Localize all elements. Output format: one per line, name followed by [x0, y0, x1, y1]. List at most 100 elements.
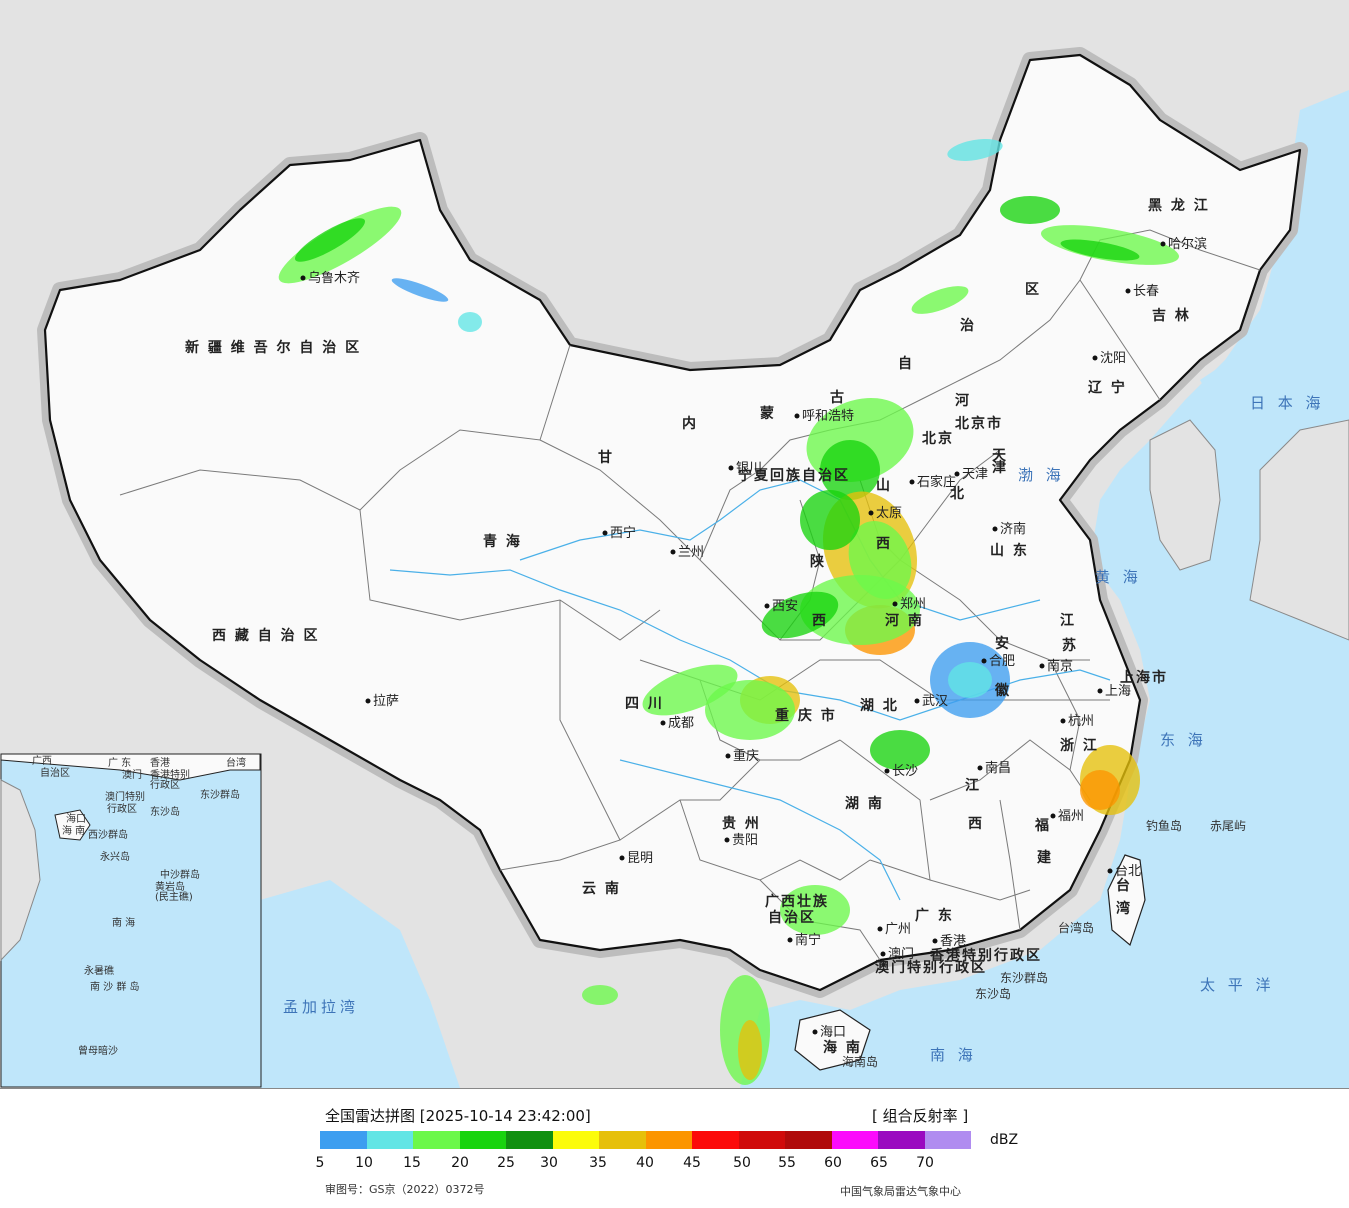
province-label: 山 东 [990, 542, 1029, 559]
city-marker [932, 938, 938, 944]
inset-label: 澳门 [122, 768, 142, 781]
city-label: 南京 [1047, 658, 1073, 674]
inset-label: 永暑礁 [84, 964, 114, 977]
province-label: 苏 [1062, 637, 1078, 654]
province-label: 贵 州 [722, 815, 761, 832]
city-marker [1125, 288, 1131, 294]
inset-label: 行政区 [150, 778, 180, 791]
inset-label: 海口 [66, 812, 86, 825]
province-label: 建 [1037, 849, 1053, 866]
inset-label: 西沙群岛 [88, 828, 128, 841]
city-label: 成都 [668, 716, 694, 731]
taiwan-island-shape[interactable] [1107, 854, 1146, 947]
inset-label: 中沙群岛 [160, 868, 200, 881]
south-china-sea-inset[interactable] [0, 753, 262, 1088]
inset-label: 海 南 [62, 824, 85, 837]
city-label: 郑州 [900, 597, 926, 612]
color-swatch [878, 1131, 925, 1149]
province-label: 上海市 [1120, 669, 1168, 686]
city-label: 武汉 [922, 694, 948, 709]
province-label: 津 [992, 459, 1008, 476]
province-label: 浙 江 [1060, 737, 1099, 754]
radar-echoes [2, 139, 1179, 1085]
province-label: 湾 [1116, 900, 1132, 917]
city-label: 天津 [962, 467, 988, 482]
island-label: 东沙岛 [975, 986, 1011, 1001]
province-label: 重 庆 市 [775, 707, 837, 724]
korea-peninsula [1149, 419, 1221, 571]
city-label: 重庆 [733, 748, 759, 764]
color-swatch [413, 1131, 460, 1149]
city-label: 昆明 [627, 851, 653, 866]
japan [1249, 419, 1349, 641]
radar-echo [911, 286, 969, 314]
sea-label: 日 本 海 [1250, 394, 1325, 412]
city-marker [1160, 241, 1166, 247]
province-label: 北 [950, 486, 966, 502]
inset-label: 广西 [32, 755, 52, 767]
inset-label: 南 沙 群 岛 [90, 980, 140, 993]
inset-label: 行政区 [107, 802, 137, 815]
province-label: 黑 龙 江 [1148, 197, 1210, 214]
province-label: 治 [960, 317, 976, 334]
province-label: 内 [682, 415, 698, 432]
province-label: 自 [898, 355, 914, 372]
province-label: 徽 [994, 682, 1011, 699]
city-label: 乌鲁木齐 [308, 270, 360, 286]
inset-label: 南 海 [112, 916, 135, 929]
inset-label: 曾母暗沙 [78, 1044, 118, 1057]
province-label: 陕 [810, 553, 826, 570]
inset-label: 澳门特别 [105, 790, 145, 803]
radar-echo [1000, 196, 1060, 224]
province-label: 古 [830, 389, 846, 406]
hainan-island-shape[interactable] [794, 1009, 871, 1071]
color-swatch [552, 1131, 599, 1149]
island-label: 台湾岛 [1058, 920, 1094, 935]
radar-echo [800, 490, 860, 550]
radar-echo [705, 680, 795, 740]
tick-label: 50 [733, 1155, 751, 1171]
tick-label: 30 [540, 1155, 558, 1171]
inset-label: 台湾 [226, 756, 246, 769]
reflectivity-color-bar [320, 1131, 971, 1149]
city-label: 南宁 [795, 932, 821, 948]
color-swatch [924, 1131, 971, 1149]
island-label: 赤尾屿 [1210, 819, 1246, 833]
unit-label: dBZ [990, 1132, 1019, 1148]
radar-echo [295, 218, 365, 262]
province-label: 广西壮族 [765, 893, 829, 910]
radar-echo [391, 278, 449, 302]
tick-label: 60 [824, 1155, 842, 1171]
province-label: 河 [955, 392, 971, 409]
city-label: 合肥 [989, 654, 1015, 669]
city-label: 长春 [1133, 284, 1159, 299]
color-swatch [366, 1131, 413, 1149]
province-label: 甘 [598, 449, 614, 466]
china-mainland[interactable] [43, 53, 1302, 992]
sea-label: 南 海 [930, 1046, 977, 1064]
city-label: 哈尔滨 [1168, 236, 1207, 252]
inset-label: 永兴岛 [100, 850, 130, 863]
map-panel[interactable]: 新 疆 维 吾 尔 自 治 区西 藏 自 治 区青 海甘内蒙古自治区黑 龙 江吉… [0, 0, 1349, 1089]
city-marker [300, 275, 306, 281]
province-label: 自治区 [768, 909, 816, 926]
radar-echo [780, 885, 850, 935]
color-swatch [645, 1131, 692, 1149]
city-marker [787, 937, 793, 943]
city-marker [909, 479, 915, 485]
color-swatch [831, 1131, 878, 1149]
radar-echo [582, 985, 618, 1005]
city-label: 杭州 [1068, 714, 1094, 729]
city-label: 太原 [876, 506, 902, 521]
color-swatch [692, 1131, 739, 1149]
color-swatch [738, 1131, 785, 1149]
radar-echo [1060, 239, 1140, 261]
province-label: 蒙 [760, 405, 776, 422]
city-marker [1107, 868, 1113, 874]
radar-echo [738, 1020, 762, 1080]
tick-label: 40 [636, 1155, 654, 1171]
province-label: 青 海 [483, 533, 522, 550]
radar-echo [642, 664, 738, 716]
